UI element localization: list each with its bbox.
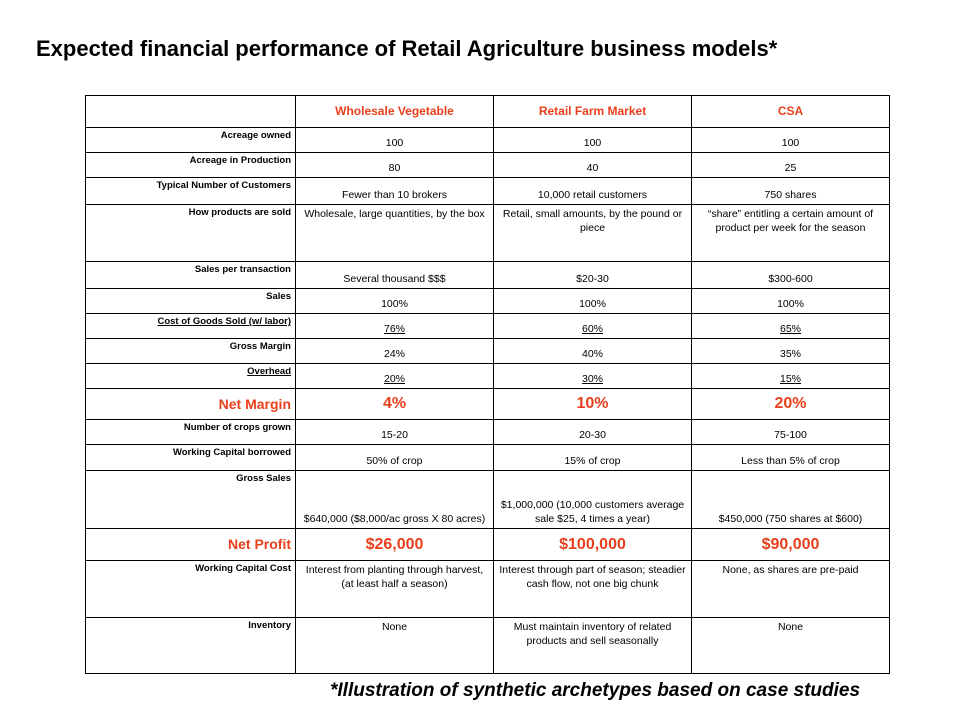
- table-cell: $300-600: [691, 261, 890, 289]
- footnote: *Illustration of synthetic archetypes ba…: [330, 680, 861, 701]
- page-title: Expected financial performance of Retail…: [36, 36, 778, 61]
- table-row: Gross Sales $640,000 ($8,000/ac gross X …: [85, 470, 890, 529]
- row-label: Typical Number of Customers: [85, 177, 296, 205]
- header-cell-csa: CSA: [691, 95, 890, 128]
- row-label: Net Margin: [85, 388, 296, 420]
- financial-performance-table: Wholesale Vegetable Retail Farm Market C…: [85, 95, 890, 674]
- table-row: Net Margin 4% 10% 20%: [85, 388, 890, 420]
- table-cell: 10,000 retail customers: [493, 177, 692, 205]
- table-row: Working Capital Cost Interest from plant…: [85, 560, 890, 618]
- table-cell: $640,000 ($8,000/ac gross X 80 acres): [295, 470, 494, 529]
- table-cell: 24%: [295, 338, 494, 364]
- table-cell: 60%: [493, 313, 692, 339]
- table-cell: 25: [691, 152, 890, 178]
- row-label: Sales: [85, 288, 296, 314]
- table-row: How products are sold Wholesale, large q…: [85, 204, 890, 262]
- table-cell: 15% of crop: [493, 444, 692, 471]
- table-cell: $1,000,000 (10,000 customers average sal…: [493, 470, 692, 529]
- table-cell: 40: [493, 152, 692, 178]
- table-cell: $90,000: [691, 528, 890, 561]
- table-cell: 100%: [295, 288, 494, 314]
- table-cell: None: [691, 617, 890, 674]
- table-cell: 750 shares: [691, 177, 890, 205]
- table-cell: $450,000 (750 shares at $600): [691, 470, 890, 529]
- table-cell: 50% of crop: [295, 444, 494, 471]
- table-cell: 100%: [691, 288, 890, 314]
- row-label: Gross Sales: [85, 470, 296, 529]
- table-cell: $20-30: [493, 261, 692, 289]
- table-cell: 4%: [295, 388, 494, 420]
- table-cell: None, as shares are pre-paid: [691, 560, 890, 618]
- table-cell: None: [295, 617, 494, 674]
- table-cell: 65%: [691, 313, 890, 339]
- header-cell-retail-farm-market: Retail Farm Market: [493, 95, 692, 128]
- table-cell: 100%: [493, 288, 692, 314]
- table-cell: Wholesale, large quantities, by the box: [295, 204, 494, 262]
- header-cell-wholesale-vegetable: Wholesale Vegetable: [295, 95, 494, 128]
- table-cell: Several thousand $$$: [295, 261, 494, 289]
- table-row: Overhead 20% 30% 15%: [85, 363, 890, 389]
- row-label: Working Capital borrowed: [85, 444, 296, 471]
- table-cell: Interest from planting through harvest, …: [295, 560, 494, 618]
- header-cell-empty: [85, 95, 296, 128]
- table-row: Sales per transaction Several thousand $…: [85, 261, 890, 289]
- table-row: Working Capital borrowed 50% of crop 15%…: [85, 444, 890, 471]
- table-cell: 35%: [691, 338, 890, 364]
- table-cell: “share” entitling a certain amount of pr…: [691, 204, 890, 262]
- table-header-row: Wholesale Vegetable Retail Farm Market C…: [85, 95, 890, 128]
- table-cell: Fewer than 10 brokers: [295, 177, 494, 205]
- table-cell: 76%: [295, 313, 494, 339]
- table-cell: 100: [691, 127, 890, 153]
- table-row: Acreage in Production 80 40 25: [85, 152, 890, 178]
- table-row: Gross Margin 24% 40% 35%: [85, 338, 890, 364]
- row-label: Gross Margin: [85, 338, 296, 364]
- table-cell: 80: [295, 152, 494, 178]
- table-cell: 75-100: [691, 419, 890, 445]
- row-label: Working Capital Cost: [85, 560, 296, 618]
- row-label: Acreage in Production: [85, 152, 296, 178]
- table-cell: Must maintain inventory of related produ…: [493, 617, 692, 674]
- table-cell: 100: [295, 127, 494, 153]
- table-row: Number of crops grown 15-20 20-30 75-100: [85, 419, 890, 445]
- table-cell: Interest through part of season; steadie…: [493, 560, 692, 618]
- table-cell: 100: [493, 127, 692, 153]
- table-row: Sales 100% 100% 100%: [85, 288, 890, 314]
- table-cell: 20%: [691, 388, 890, 420]
- table-cell: 20-30: [493, 419, 692, 445]
- table-row: Cost of Goods Sold (w/ labor) 76% 60% 65…: [85, 313, 890, 339]
- row-label: Overhead: [85, 363, 296, 389]
- table-cell: 15%: [691, 363, 890, 389]
- row-label: Inventory: [85, 617, 296, 674]
- table-cell: 15-20: [295, 419, 494, 445]
- row-label: Number of crops grown: [85, 419, 296, 445]
- table-row: Acreage owned 100 100 100: [85, 127, 890, 153]
- table-cell: 40%: [493, 338, 692, 364]
- table-row: Net Profit $26,000 $100,000 $90,000: [85, 528, 890, 561]
- table-cell: $26,000: [295, 528, 494, 561]
- row-label: Sales per transaction: [85, 261, 296, 289]
- table-cell: 30%: [493, 363, 692, 389]
- row-label: Cost of Goods Sold (w/ labor): [85, 313, 296, 339]
- table-row: Typical Number of Customers Fewer than 1…: [85, 177, 890, 205]
- table-row: Inventory None Must maintain inventory o…: [85, 617, 890, 674]
- table-cell: Less than 5% of crop: [691, 444, 890, 471]
- row-label: How products are sold: [85, 204, 296, 262]
- table-cell: 10%: [493, 388, 692, 420]
- table-cell: 20%: [295, 363, 494, 389]
- table-cell: $100,000: [493, 528, 692, 561]
- table-cell: Retail, small amounts, by the pound or p…: [493, 204, 692, 262]
- row-label: Net Profit: [85, 528, 296, 561]
- row-label: Acreage owned: [85, 127, 296, 153]
